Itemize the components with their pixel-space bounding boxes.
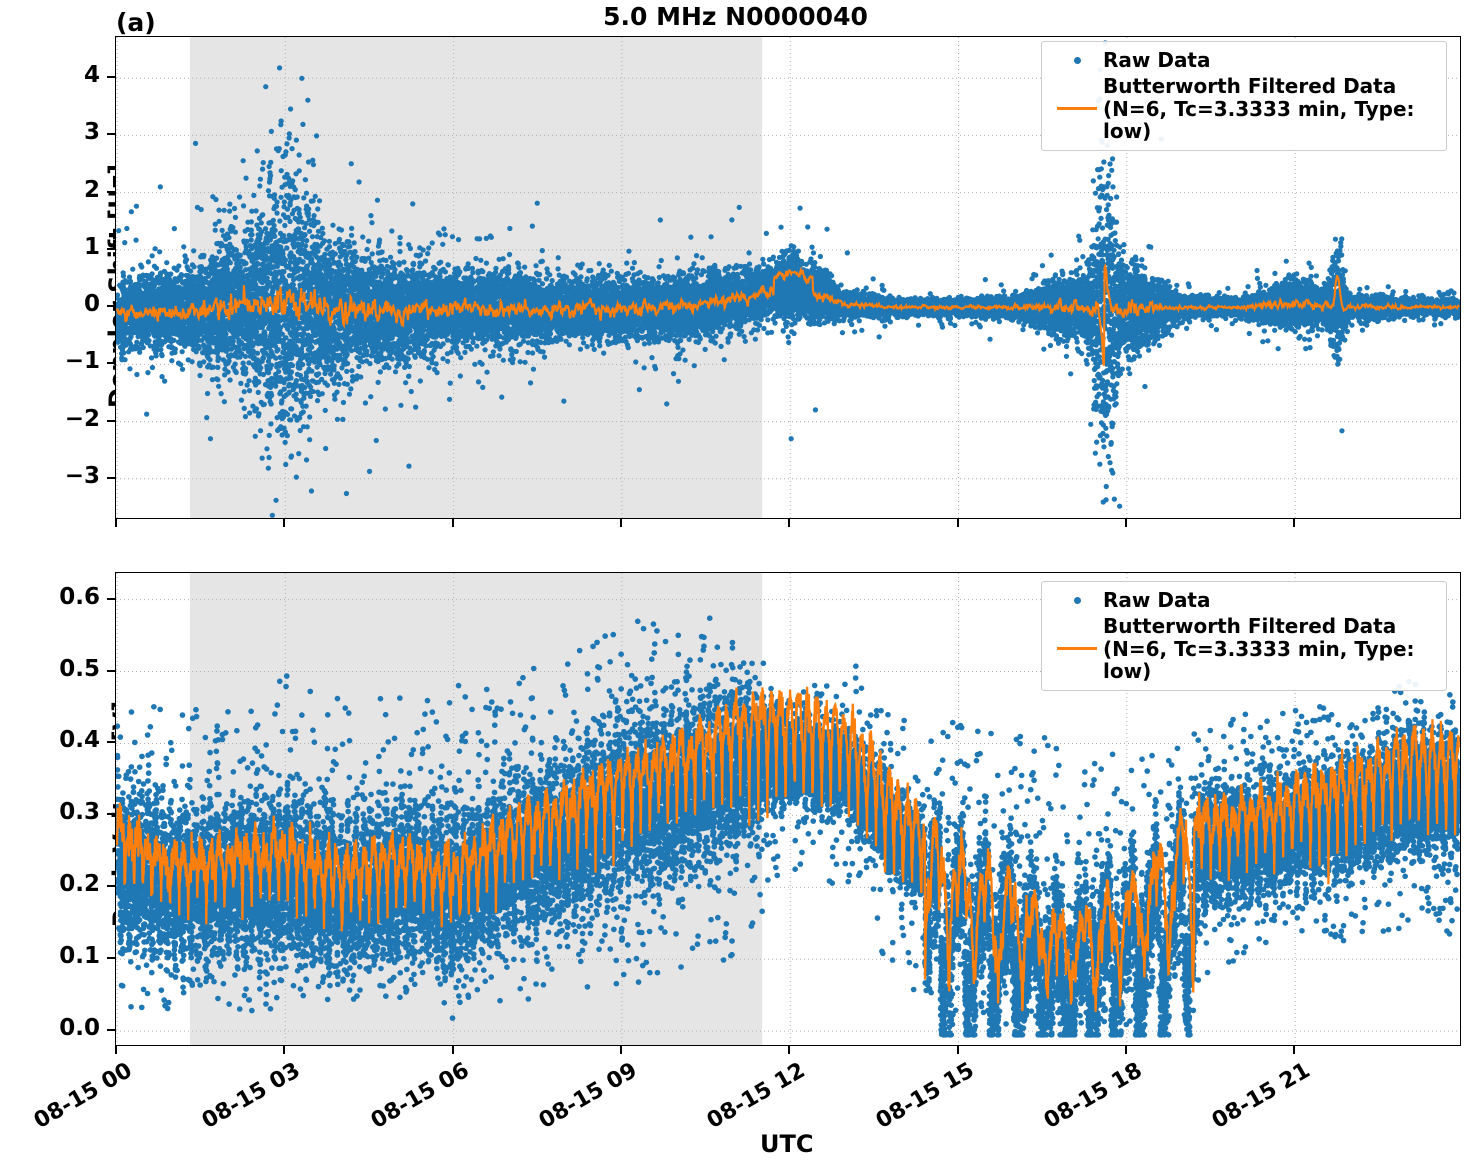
y-tick-label-a: −3	[64, 462, 100, 489]
legend-entry-filtered-a: Butterworth Filtered Data (N=6, Tc=3.333…	[1051, 75, 1435, 142]
legend-label-filtered-b: Butterworth Filtered Data (N=6, Tc=3.333…	[1103, 614, 1415, 684]
y-tick-label-a: 2	[83, 176, 100, 203]
x-tick-mark	[451, 519, 454, 527]
y-tick-mark	[107, 885, 115, 888]
legend-label-raw-a: Raw Data	[1103, 48, 1211, 72]
y-tick-mark	[107, 597, 115, 600]
legend-label-raw-b: Raw Data	[1103, 588, 1211, 612]
x-tick-mark	[1124, 1046, 1127, 1054]
legend-marker-dot-icon	[1051, 596, 1103, 604]
y-tick-mark	[107, 1029, 115, 1032]
x-tick-label: 08-15 12	[703, 1058, 810, 1134]
x-tick-mark	[451, 1046, 454, 1054]
x-tick-mark	[283, 1046, 286, 1054]
legend-entry-raw-a: Raw Data	[1051, 49, 1435, 71]
x-tick-mark	[619, 1046, 622, 1054]
x-tick-label: 08-15 09	[534, 1058, 642, 1134]
legend-entry-raw-b: Raw Data	[1051, 589, 1435, 611]
y-tick-mark	[107, 76, 115, 79]
x-tick-mark	[115, 519, 117, 527]
y-tick-label-b: 0.4	[59, 727, 100, 754]
y-tick-label-a: −1	[64, 348, 100, 375]
y-tick-mark	[107, 190, 115, 193]
legend-panel-b[interactable]: Raw Data Butterworth Filtered Data (N=6,…	[1041, 581, 1447, 691]
x-axis-label: UTC	[760, 1130, 814, 1158]
y-tick-mark	[107, 247, 115, 250]
x-tick-label: 08-15 00	[29, 1058, 137, 1134]
x-tick-mark	[1124, 519, 1127, 527]
y-tick-mark	[107, 305, 115, 308]
y-tick-label-a: 4	[83, 62, 100, 89]
legend-label-filtered-a: Butterworth Filtered Data (N=6, Tc=3.333…	[1103, 74, 1415, 144]
x-tick-label: 08-15 18	[1039, 1058, 1147, 1134]
y-tick-label-a: −2	[64, 405, 100, 432]
legend-entry-filtered-b: Butterworth Filtered Data (N=6, Tc=3.333…	[1051, 615, 1435, 682]
figure-title: 5.0 MHz N0000040	[603, 2, 868, 31]
y-tick-label-b: 0.1	[59, 943, 100, 970]
x-tick-mark	[283, 519, 286, 527]
y-tick-mark	[107, 419, 115, 422]
x-tick-mark	[1293, 1046, 1296, 1054]
y-tick-mark	[107, 476, 115, 479]
x-tick-label: 08-15 15	[871, 1058, 979, 1134]
y-tick-mark	[107, 741, 115, 744]
y-tick-mark	[107, 362, 115, 365]
y-tick-mark	[107, 669, 115, 672]
x-tick-mark	[788, 519, 791, 527]
y-tick-label-a: 0	[83, 291, 100, 318]
x-tick-mark	[619, 519, 622, 527]
y-tick-label-b: 0.2	[59, 871, 100, 898]
x-tick-mark	[956, 519, 959, 527]
y-tick-mark	[107, 813, 115, 816]
legend-marker-line-icon	[1051, 107, 1103, 111]
y-tick-mark	[107, 957, 115, 960]
x-tick-mark	[788, 1046, 791, 1054]
legend-panel-a[interactable]: Raw Data Butterworth Filtered Data (N=6,…	[1041, 41, 1447, 151]
legend-marker-dot-icon	[1051, 56, 1103, 64]
y-tick-label-b: 0.5	[59, 655, 100, 682]
x-tick-mark	[956, 1046, 959, 1054]
legend-marker-line-icon	[1051, 647, 1103, 651]
y-tick-label-b: 0.0	[59, 1015, 100, 1042]
x-tick-mark	[1293, 519, 1296, 527]
x-tick-label: 08-15 06	[366, 1058, 474, 1134]
x-tick-label: 08-15 21	[1208, 1058, 1315, 1134]
x-tick-label: 08-15 03	[198, 1058, 305, 1134]
y-tick-mark	[107, 133, 115, 136]
y-tick-label-a: 1	[83, 233, 100, 260]
y-tick-label-a: 3	[83, 119, 100, 146]
y-tick-label-b: 0.6	[59, 583, 100, 610]
y-tick-label-b: 0.3	[59, 799, 100, 826]
panel-label-a: (a)	[116, 8, 156, 37]
x-tick-mark	[115, 1046, 117, 1054]
